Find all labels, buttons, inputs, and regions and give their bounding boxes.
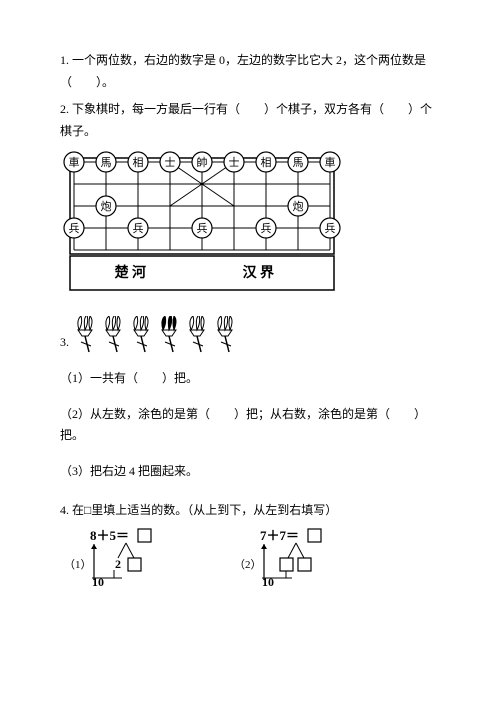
q3-sub1: （1）一共有（ ）把。 [60, 368, 440, 390]
svg-text:10: 10 [262, 575, 274, 589]
svg-text:（2）: （2） [234, 558, 262, 571]
svg-text:相: 相 [133, 156, 144, 169]
q2-text: 2. 下象棋时，每一方最后一行有（ ）个棋子，双方各有（ ）个棋子。 [60, 102, 432, 138]
q3-sub3: （3）把右边 4 把圈起来。 [60, 461, 440, 483]
svg-text:車: 車 [69, 155, 80, 169]
question-3-torches: 3. [60, 316, 440, 354]
question-1: 1. 一个两位数，右边的数字是 0，左边的数字比它大 2，这个两位数是（ ）。 [60, 50, 440, 93]
q1-text: 1. 一个两位数，右边的数字是 0，左边的数字比它大 2，这个两位数是（ ）。 [60, 53, 426, 89]
svg-text:相: 相 [261, 156, 272, 169]
svg-text:楚 河: 楚 河 [114, 264, 147, 281]
svg-text:（1）: （1） [64, 558, 92, 571]
svg-text:帥: 帥 [197, 156, 208, 169]
question-2: 2. 下象棋时，每一方最后一行有（ ）个棋子，双方各有（ ）个棋子。 [60, 99, 440, 142]
q4-diagrams: （1） 8＋5＝ 2 10 （2） 7＋7＝ 10 [60, 528, 440, 598]
svg-text:2: 2 [115, 557, 121, 571]
svg-text:8＋5＝: 8＋5＝ [90, 528, 129, 543]
q3-number: 3. [60, 332, 69, 354]
diagram-1-wrap: （1） 8＋5＝ 2 10 [60, 528, 170, 598]
chess-svg: 車 馬 相 士 帥 士 相 馬 車炮 炮兵 兵 兵 兵 兵楚 河 汉 界 [60, 148, 360, 296]
svg-text:兵: 兵 [133, 222, 144, 235]
q4-text: 4. 在□里填上适当的数。（从上到下，从左到右填写） [60, 503, 337, 517]
chess-board: 車 馬 相 士 帥 士 相 馬 車炮 炮兵 兵 兵 兵 兵楚 河 汉 界 [60, 148, 440, 304]
svg-text:馬: 馬 [101, 156, 112, 169]
svg-text:兵: 兵 [325, 222, 336, 235]
svg-text:士: 士 [229, 156, 240, 169]
svg-text:炮: 炮 [293, 200, 304, 213]
torches-svg [73, 316, 253, 354]
question-4: 4. 在□里填上适当的数。（从上到下，从左到右填写） [60, 500, 440, 522]
diagram-2: （2） 7＋7＝ 10 [230, 528, 340, 590]
svg-text:馬: 馬 [293, 156, 304, 169]
svg-text:炮: 炮 [101, 200, 112, 213]
svg-text:10: 10 [92, 575, 104, 589]
svg-text:兵: 兵 [69, 222, 80, 235]
svg-text:車: 車 [325, 155, 336, 169]
svg-text:汉 界: 汉 界 [243, 265, 275, 281]
diagram-1: （1） 8＋5＝ 2 10 [60, 528, 170, 590]
svg-text:兵: 兵 [261, 222, 272, 235]
q3-sub2: （2）从左数，涂色的是第（ ）把；从右数，涂色的是第（ ）把。 [60, 404, 440, 447]
svg-text:兵: 兵 [197, 222, 208, 235]
diagram-2-wrap: （2） 7＋7＝ 10 [230, 528, 340, 598]
svg-text:7＋7＝: 7＋7＝ [260, 528, 299, 543]
svg-text:士: 士 [165, 156, 176, 169]
